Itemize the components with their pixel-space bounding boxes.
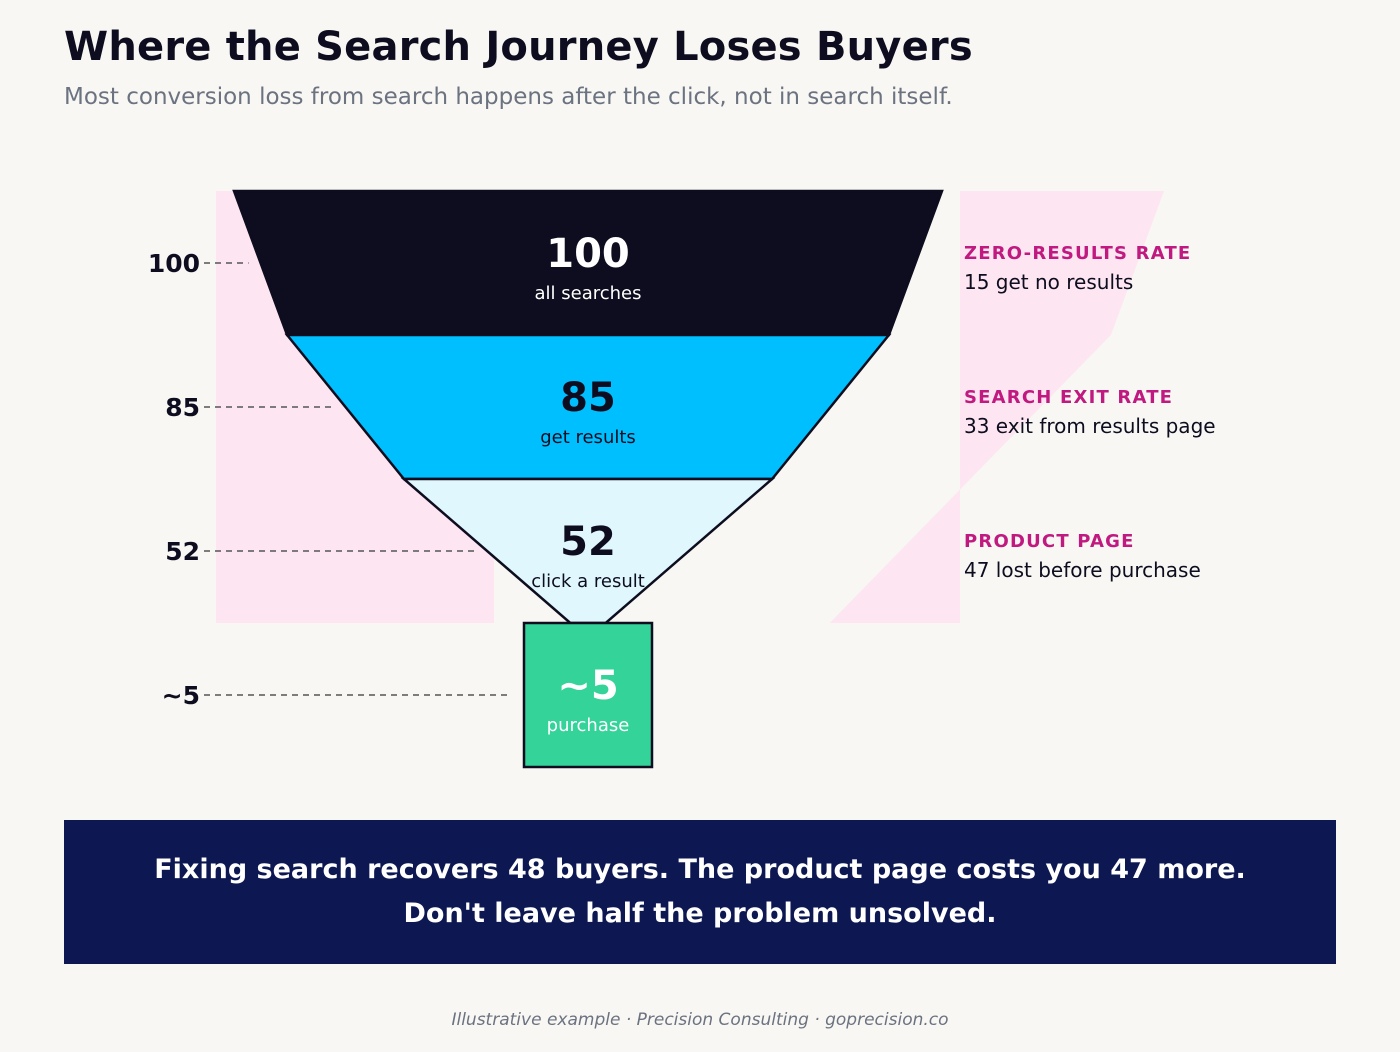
footer-note: Illustrative example · Precision Consult…: [451, 1010, 949, 1030]
dropoff-text-2: 33 exit from results page: [964, 414, 1216, 438]
stage-value-3: 52: [560, 519, 616, 565]
axis-label-4: ~5: [162, 681, 200, 710]
funnel-chart: 100 all searches 100 85 get results 85 52 click…: [148, 189, 1216, 769]
banner-line-2: Don't leave half the problem unsolved.: [403, 898, 997, 929]
banner-line-1: Fixing search recovers 48 buyers. The pr…: [154, 854, 1246, 885]
stage-label-3: click a result: [531, 571, 645, 592]
stage-label-1: all searches: [535, 283, 642, 304]
dropoff-title-1: ZERO-RESULTS RATE: [964, 243, 1191, 264]
stage-value-2: 85: [560, 375, 616, 421]
axis-label-1: 100: [148, 249, 200, 278]
funnel-stage-4: [522, 621, 654, 769]
stage-label-2: get results: [540, 427, 636, 448]
loss-area-right: [829, 191, 1164, 623]
page-title: Where the Search Journey Loses Buyers: [64, 24, 973, 70]
dropoff-text-1: 15 get no results: [964, 270, 1133, 294]
axis-label-3: 52: [165, 537, 200, 566]
stage-value-1: 100: [546, 231, 630, 277]
stage-label-4: purchase: [547, 715, 630, 736]
axis-label-2: 85: [165, 393, 200, 422]
dropoff-title-2: SEARCH EXIT RATE: [964, 387, 1173, 408]
page-subtitle: Most conversion loss from search happens…: [64, 84, 953, 110]
dropoff-title-3: PRODUCT PAGE: [964, 531, 1135, 552]
insight-banner: Fixing search recovers 48 buyers. The pr…: [64, 820, 1336, 964]
dropoff-text-3: 47 lost before purchase: [964, 558, 1201, 582]
stage-value-4: ~5: [557, 663, 618, 709]
